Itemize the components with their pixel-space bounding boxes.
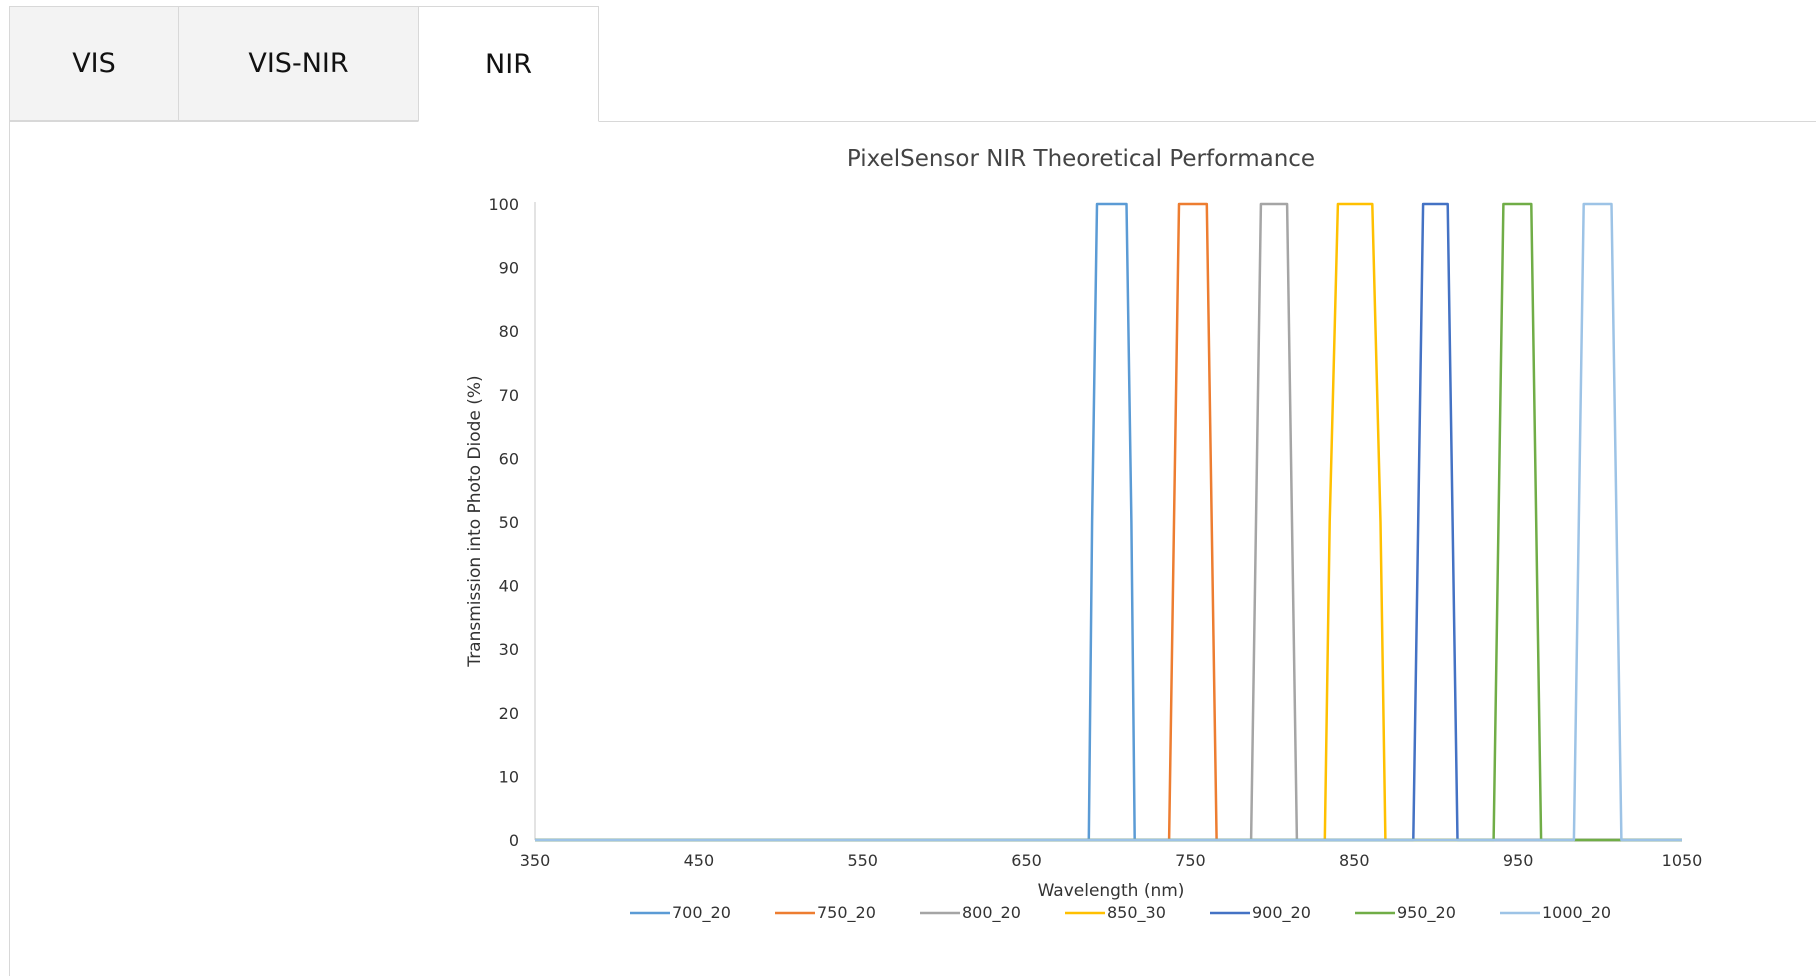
y-tick-label: 60 xyxy=(499,449,519,468)
series-line-900-20 xyxy=(535,202,1682,842)
y-tick-label: 80 xyxy=(499,322,519,341)
series-line-950-20 xyxy=(535,202,1682,842)
transmission-chart: PixelSensor NIR Theoretical Performance … xyxy=(465,146,1703,923)
y-tick-label: 100 xyxy=(488,195,519,214)
tab-vis-nir[interactable]: VIS-NIR xyxy=(178,6,419,121)
y-tick-label: 70 xyxy=(499,386,519,405)
x-axis-label: Wavelength (nm) xyxy=(1038,881,1185,901)
legend-label: 750_20 xyxy=(817,903,876,923)
chart-legend: 700_20 750_20 800_20 850_30 900_20 950_20 1000… xyxy=(630,903,1611,923)
tab-nir[interactable]: NIR xyxy=(418,6,599,122)
tab-bar: VIS VIS-NIR NIR xyxy=(9,6,1816,122)
y-tick-label: 40 xyxy=(499,577,519,596)
y-tick-label: 20 xyxy=(499,704,519,723)
y-tick-labels: 0 10 20 30 40 50 60 70 80 90 100 xyxy=(488,195,519,850)
legend-label: 1000_20 xyxy=(1542,903,1611,923)
x-tick-label: 950 xyxy=(1503,851,1534,870)
tab-vis[interactable]: VIS xyxy=(9,6,179,121)
series-line-1000-20 xyxy=(535,202,1682,842)
y-tick-label: 30 xyxy=(499,640,519,659)
x-tick-label: 450 xyxy=(684,851,715,870)
x-tick-label: 850 xyxy=(1339,851,1370,870)
series-lines xyxy=(535,202,1682,842)
x-tick-label: 750 xyxy=(1175,851,1206,870)
series-line-800-20 xyxy=(535,202,1682,842)
tab-bar-divider xyxy=(9,121,1816,122)
y-axis-label: Transmission into Photo Diode (%) xyxy=(465,375,485,667)
series-line-850-30 xyxy=(535,202,1682,842)
tab-panel-nir: PixelSensor NIR Theoretical Performance … xyxy=(9,122,1816,976)
legend-label: 850_30 xyxy=(1107,903,1166,923)
x-tick-label: 350 xyxy=(520,851,551,870)
x-tick-label: 1050 xyxy=(1662,851,1703,870)
x-tick-label: 650 xyxy=(1011,851,1042,870)
chart-title: PixelSensor NIR Theoretical Performance xyxy=(847,146,1315,172)
legend-label: 700_20 xyxy=(672,903,731,923)
y-tick-label: 90 xyxy=(499,259,519,278)
legend-label: 900_20 xyxy=(1252,903,1311,923)
y-tick-label: 50 xyxy=(499,513,519,532)
y-tick-label: 0 xyxy=(509,831,519,850)
x-tick-labels: 350 450 550 650 750 850 950 1050 xyxy=(520,851,1703,870)
x-tick-label: 550 xyxy=(847,851,878,870)
y-tick-label: 10 xyxy=(499,767,519,786)
legend-label: 950_20 xyxy=(1397,903,1456,923)
series-line-700-20 xyxy=(535,202,1682,842)
series-line-750-20 xyxy=(535,202,1682,842)
legend-label: 800_20 xyxy=(962,903,1021,923)
